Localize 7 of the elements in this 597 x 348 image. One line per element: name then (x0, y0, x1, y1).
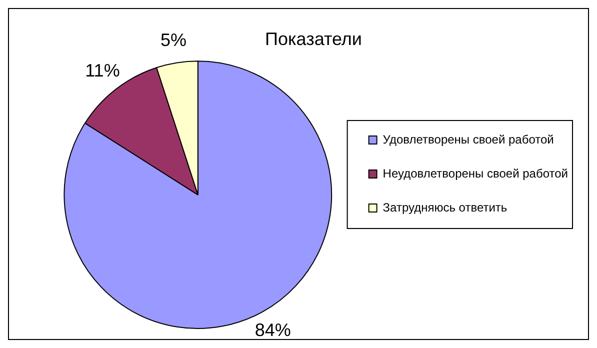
legend-label: Удовлетворены своей работой (382, 132, 554, 146)
legend-label: Затрудняюсь ответить (382, 200, 508, 214)
data-label: 11% (85, 60, 120, 81)
chart-title: Показатели (265, 28, 362, 49)
data-label: 5% (160, 30, 187, 50)
data-label: 84% (254, 320, 291, 340)
legend-label: Неудовлетворены своей работой (382, 166, 568, 180)
